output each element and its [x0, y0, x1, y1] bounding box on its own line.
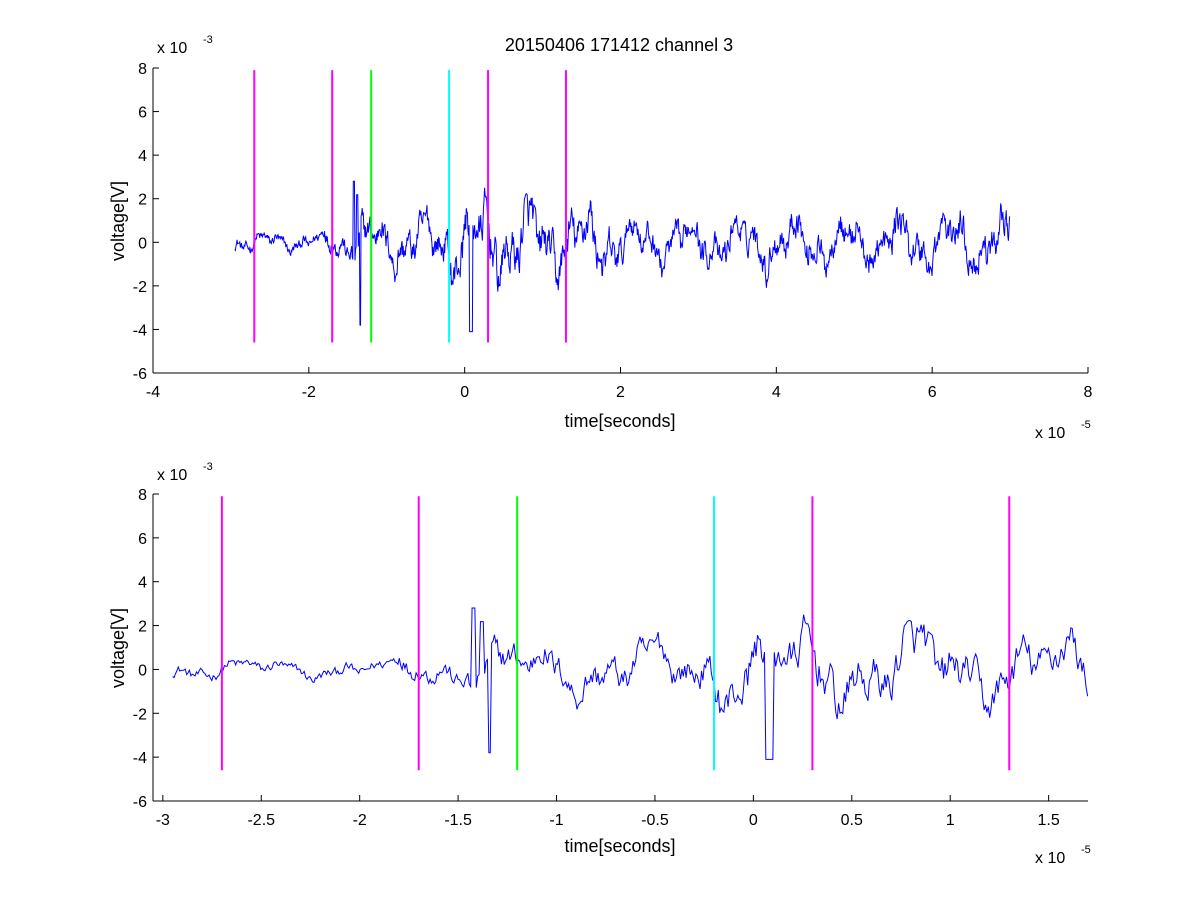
signal-series-line — [172, 607, 1089, 760]
x-tick-label: -3 — [156, 812, 170, 829]
plot-area: -3 -2.5 -2 -1.5 -1 -0.5 0 0.5 1 1.5 -6 -4 -2 0 2 4 6 8 — [133, 487, 1089, 829]
x-tick-label: -2.5 — [247, 812, 275, 829]
x-exponent-label: x 10 -5 — [1035, 419, 1091, 442]
y-tick-label: 4 — [138, 575, 147, 592]
y-exponent: -3 — [203, 461, 213, 473]
x-multiplier: x 10 — [1035, 850, 1065, 867]
top-plot: 20150406 171412 channel 3 x 10 -3 voltag… — [108, 34, 1093, 442]
x-tick-label: 4 — [772, 384, 781, 401]
x-tick-label: 8 — [1084, 384, 1093, 401]
y-tick-label: -4 — [133, 750, 147, 767]
chart-title: 20150406 171412 channel 3 — [505, 35, 733, 55]
y-tick-label: 2 — [138, 192, 147, 209]
x-exponent-label: x 10 -5 — [1035, 844, 1091, 867]
x-tick-label: -2 — [353, 812, 367, 829]
y-tick-label: -6 — [133, 366, 147, 383]
x-tick-label: 6 — [928, 384, 937, 401]
x-exponent: -5 — [1081, 844, 1091, 856]
y-tick-label: 0 — [138, 235, 147, 252]
x-tick-label: 1 — [946, 812, 955, 829]
y-tick-label: -4 — [133, 322, 147, 339]
y-exponent: -3 — [203, 34, 213, 46]
y-tick-label: 6 — [138, 531, 147, 548]
x-tick-label: -1.5 — [444, 812, 472, 829]
x-tick-label: -1 — [549, 812, 563, 829]
y-exponent-label: x 10 -3 — [157, 34, 213, 57]
x-tick-label: 0 — [749, 812, 758, 829]
y-tick-label: 8 — [138, 61, 147, 78]
y-exponent-label: x 10 -3 — [157, 461, 213, 484]
x-axis-label: time[seconds] — [564, 836, 675, 856]
signal-series-line — [234, 180, 1011, 333]
x-multiplier: x 10 — [1035, 425, 1065, 442]
y-multiplier: x 10 — [157, 40, 187, 57]
y-tick-label: -6 — [133, 794, 147, 811]
x-tick-label: 2 — [616, 384, 625, 401]
bottom-plot: x 10 -3 voltage[V] time[seconds] x 10 -5… — [108, 461, 1091, 867]
y-multiplier: x 10 — [157, 467, 187, 484]
y-tick-label: 2 — [138, 619, 147, 636]
x-tick-label: 1.5 — [1038, 812, 1060, 829]
x-exponent: -5 — [1081, 419, 1091, 431]
y-tick-label: -2 — [133, 706, 147, 723]
y-tick-label: 6 — [138, 105, 147, 122]
y-tick-label: 0 — [138, 662, 147, 679]
y-tick-label: -2 — [133, 279, 147, 296]
y-axis-label: voltage[V] — [108, 608, 128, 688]
x-axis-label: time[seconds] — [564, 411, 675, 431]
x-tick-label: -2 — [302, 384, 316, 401]
x-tick-label: 0.5 — [841, 812, 863, 829]
y-tick-label: 8 — [138, 487, 147, 504]
x-tick-label: -0.5 — [641, 812, 669, 829]
x-tick-label: -4 — [146, 384, 160, 401]
y-axis-label: voltage[V] — [108, 181, 128, 261]
x-tick-label: 0 — [460, 384, 469, 401]
y-tick-label: 4 — [138, 148, 147, 165]
